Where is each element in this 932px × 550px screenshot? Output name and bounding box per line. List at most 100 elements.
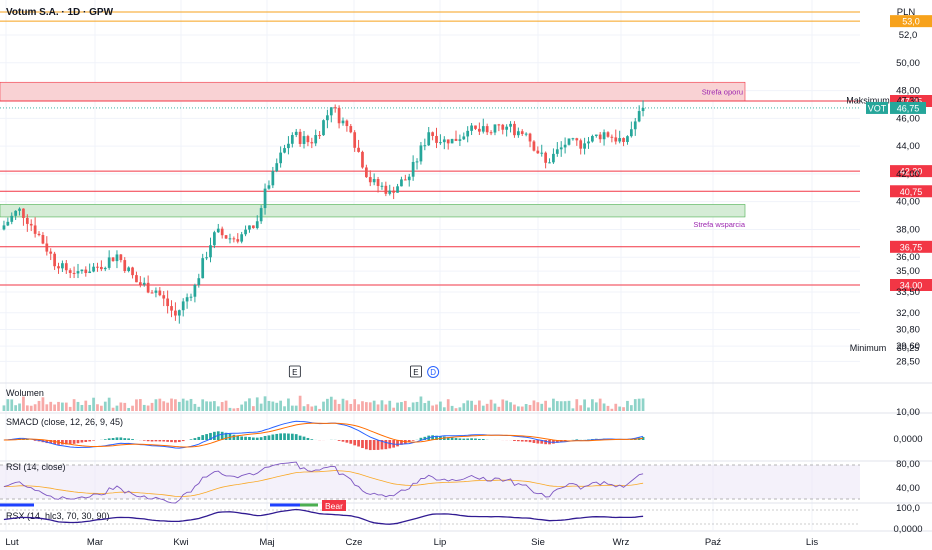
candle-body [193, 285, 197, 297]
candle-body [162, 295, 166, 299]
volume-bar [205, 401, 208, 411]
macd-histogram-bar [540, 440, 544, 444]
candle-body [271, 171, 275, 186]
macd-histogram-bar [283, 433, 286, 440]
rsx-pane-title: RSX (14, hlc3, 70, 30, 90) [6, 511, 110, 521]
candle-body [497, 124, 501, 126]
volume-bar [220, 402, 224, 411]
candle-body [84, 269, 88, 274]
candle-body [548, 162, 551, 164]
macd-histogram-bar [361, 440, 364, 449]
volume-bar [403, 400, 407, 411]
candle-body [189, 296, 193, 298]
candle-body [478, 128, 481, 132]
volume-bar [197, 406, 201, 411]
candle-body [322, 120, 325, 136]
macd-histogram-bar [131, 439, 134, 440]
candle-body [555, 149, 559, 154]
candle-body [216, 228, 220, 233]
volume-bar [158, 398, 162, 411]
volume-bar [454, 408, 458, 411]
volume-bar [501, 399, 505, 411]
time-axis-label: Paź [705, 537, 722, 548]
volume-bar [641, 398, 645, 411]
volume-bar [22, 396, 25, 411]
macd-histogram-bar [407, 440, 411, 443]
candle-body [197, 278, 201, 285]
macd-histogram-bar [481, 438, 485, 440]
macd-histogram-bar [174, 440, 177, 443]
macd-histogram-bar [232, 434, 236, 440]
volume-bar [236, 408, 240, 411]
macd-histogram-bar [450, 437, 454, 440]
candle-body [591, 136, 594, 142]
candle-body [341, 120, 345, 124]
macd-histogram-bar [248, 436, 251, 440]
volume-bar [18, 403, 21, 411]
macd-histogram-bar [372, 440, 376, 450]
volume-bar [29, 405, 33, 411]
price-axis-tick: 38,00 [896, 224, 920, 235]
volume-bar [271, 401, 275, 411]
macd-histogram-bar [267, 435, 271, 440]
macd-histogram-bar [513, 440, 516, 441]
volume-bar [629, 405, 633, 411]
volume-bar [583, 399, 586, 411]
macd-histogram-bar [446, 437, 450, 440]
candles-group [2, 100, 645, 324]
volume-bar [216, 406, 220, 411]
macd-histogram-bar [224, 432, 228, 440]
macd-histogram-bar [162, 440, 166, 442]
candle-body [587, 141, 590, 144]
macd-axis-tick: 0,0000 [893, 434, 922, 445]
volume-bar [329, 396, 333, 411]
volume-bar [349, 403, 353, 411]
candle-body [150, 292, 154, 294]
macd-histogram-bar [357, 440, 360, 447]
macd-histogram-bar [380, 440, 384, 450]
volume-bar [76, 401, 80, 411]
macd-histogram-bar [76, 440, 80, 444]
candle-body [524, 133, 528, 135]
macd-histogram-bar [435, 435, 438, 440]
volume-bar [88, 404, 92, 411]
volume-bar [637, 398, 641, 411]
volume-bar [61, 402, 64, 411]
volume-bar [524, 404, 528, 411]
macd-histogram-bar [524, 440, 528, 442]
maximum-value: 47,30 [897, 95, 920, 105]
volume-bar [37, 400, 41, 411]
macd-histogram-bar [177, 440, 181, 443]
macd-histogram-bar [290, 433, 294, 440]
candle-body [76, 271, 80, 274]
volume-bar [633, 399, 637, 411]
volume-bar [146, 405, 150, 411]
price-axis-tick: 52,0 [899, 30, 918, 41]
candle-body [267, 185, 271, 189]
macd-histogram-bar [520, 440, 524, 442]
macd-histogram-bar [72, 440, 76, 444]
macd-histogram-bar [528, 440, 532, 443]
volume-bar [185, 400, 189, 411]
volume-bar [53, 404, 56, 411]
volume-bar [84, 400, 88, 411]
volume-bar [142, 404, 146, 411]
candle-body [138, 282, 142, 285]
macd-histogram-bar [544, 440, 547, 445]
macd-histogram-bar [337, 440, 341, 441]
candle-body [540, 152, 544, 154]
macd-histogram-bar [240, 436, 244, 440]
volume-bar [555, 401, 559, 411]
candle-body [22, 208, 25, 218]
volume-axis-tick: 10,00 [896, 407, 920, 418]
price-axis-tick: 33,50 [896, 287, 920, 298]
volume-bar [111, 407, 115, 411]
volume-bar [68, 406, 72, 411]
event-label: E [292, 368, 297, 377]
candle-body [111, 257, 115, 262]
candle-body [516, 131, 520, 136]
level-badge-label: 42,20 [900, 167, 923, 177]
volume-bar [255, 397, 259, 411]
volume-bar [213, 401, 216, 411]
